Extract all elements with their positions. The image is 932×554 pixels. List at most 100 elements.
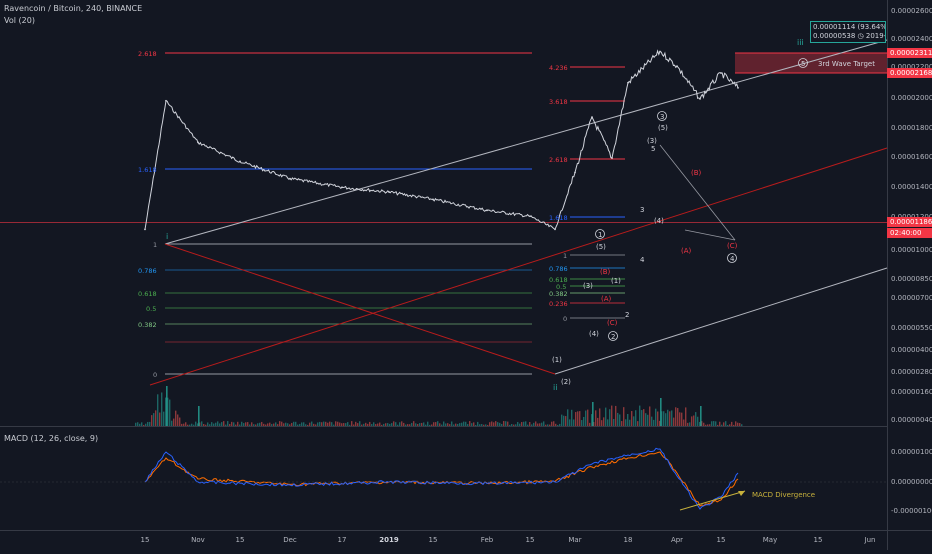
price-axis-label: 0.00000400 bbox=[891, 346, 932, 354]
volume-bar bbox=[715, 421, 717, 426]
volume-bar bbox=[545, 424, 547, 426]
volume-bar bbox=[647, 414, 649, 426]
wedge-lower-line bbox=[684, 229, 736, 241]
volume-bar bbox=[153, 413, 155, 426]
small-fib-label-0786: 0.786 bbox=[549, 265, 568, 273]
measure-info-box[interactable]: 0.00001114 (93.64%) 0.00000538 ◷ 2019-06… bbox=[810, 21, 886, 43]
volume-bar bbox=[547, 424, 549, 426]
price-axis-label: 0.00000850 bbox=[891, 275, 932, 283]
red-downtrend-line[interactable] bbox=[164, 243, 556, 375]
volume-bar bbox=[273, 423, 275, 426]
volume-bar bbox=[175, 410, 177, 426]
big-fib-label-2618: 2.618 bbox=[138, 50, 157, 58]
big-fib-label-0618: 0.618 bbox=[138, 290, 157, 298]
volume-bar bbox=[669, 411, 671, 426]
big-fib-levels bbox=[165, 52, 532, 375]
label-wave-2: 2 bbox=[611, 333, 615, 341]
volume-bar bbox=[435, 422, 437, 426]
symbol-title[interactable]: Ravencoin / Bitcoin, 240, BINANCE bbox=[4, 4, 143, 13]
time-axis-label: Feb bbox=[480, 536, 494, 544]
label-macd-divergence: MACD Divergence bbox=[752, 491, 815, 499]
volume-bar bbox=[717, 424, 719, 426]
volume-bar bbox=[369, 421, 371, 426]
volume-bar bbox=[511, 424, 513, 426]
label-wave-p3-top: (3) bbox=[647, 137, 657, 145]
volume-indicator-label[interactable]: Vol (20) bbox=[4, 16, 35, 25]
volume-bar bbox=[157, 394, 159, 426]
big-fib-label-1618: 1.618 bbox=[138, 166, 157, 174]
volume-bar bbox=[165, 397, 167, 426]
volume-bar bbox=[143, 424, 145, 426]
volume-bar bbox=[339, 422, 341, 426]
volume-bar bbox=[637, 421, 639, 426]
volume-bar bbox=[665, 413, 667, 426]
price-point bbox=[144, 228, 146, 231]
price-axis-label: 0.00001600 bbox=[891, 153, 932, 161]
volume-bar bbox=[587, 409, 589, 426]
macd-line[interactable] bbox=[144, 447, 739, 510]
volume-bar bbox=[619, 414, 621, 426]
volume-bar bbox=[223, 421, 225, 426]
volume-bar bbox=[249, 424, 251, 426]
volume-bar bbox=[351, 421, 353, 426]
volume-bar bbox=[289, 424, 291, 426]
volume-bar bbox=[721, 424, 723, 426]
volume-bar bbox=[135, 422, 137, 426]
volume-bar bbox=[595, 410, 597, 426]
volume-bar bbox=[321, 422, 323, 426]
volume-bar bbox=[399, 422, 401, 426]
volume-bar bbox=[461, 422, 463, 426]
macd-axis-label: -0.00000100 bbox=[891, 507, 932, 515]
upper-channel-line[interactable] bbox=[164, 39, 888, 245]
macd-axis-label: 0.00000000 bbox=[891, 478, 932, 486]
volume-bar bbox=[325, 421, 327, 426]
volume-bar bbox=[615, 405, 617, 426]
volume-bar bbox=[733, 424, 735, 426]
volume-bar bbox=[145, 423, 147, 426]
volume-bar bbox=[213, 423, 215, 426]
volume-bar bbox=[291, 422, 293, 426]
volume-bar bbox=[365, 422, 367, 426]
volume-bar bbox=[295, 421, 297, 426]
small-fib-label-3618: 3.618 bbox=[549, 98, 568, 106]
volume-bar bbox=[173, 418, 175, 426]
volume-spike bbox=[592, 402, 594, 426]
volume-bar bbox=[731, 421, 733, 426]
volume-bar bbox=[187, 424, 189, 426]
price-point bbox=[165, 99, 167, 102]
volume-bar bbox=[515, 424, 517, 426]
price-line[interactable] bbox=[144, 49, 739, 231]
time-axis-label: 15 bbox=[813, 536, 823, 544]
label-wave-i: i bbox=[166, 232, 168, 241]
volume-bar bbox=[551, 421, 553, 426]
lower-channel-line[interactable] bbox=[554, 267, 888, 375]
volume-bar bbox=[185, 422, 187, 426]
volume-bar bbox=[693, 415, 695, 426]
macd-signal-line[interactable] bbox=[144, 451, 739, 507]
volume-bar bbox=[701, 421, 703, 426]
volume-bar bbox=[299, 423, 301, 426]
volume-bar bbox=[341, 423, 343, 426]
big-fib-label-0: 0 bbox=[153, 371, 157, 379]
red-uptrend-line[interactable] bbox=[149, 147, 888, 386]
volume-bar bbox=[643, 409, 645, 426]
price-axis-label: 0.00000160 bbox=[891, 388, 932, 396]
target-zone[interactable] bbox=[735, 53, 887, 73]
volume-bar bbox=[501, 423, 503, 426]
price-tag-countdown: 02:40:00 bbox=[887, 228, 932, 238]
macd-indicator-label[interactable]: MACD (12, 26, close, 9) bbox=[4, 434, 99, 443]
volume-bar bbox=[305, 424, 307, 426]
volume-bar bbox=[227, 421, 229, 426]
volume-bar bbox=[243, 423, 245, 426]
time-axis-label: May bbox=[762, 536, 778, 544]
volume-bar bbox=[161, 392, 163, 426]
volume-bar bbox=[347, 422, 349, 426]
volume-bar bbox=[189, 424, 191, 426]
volume-bar bbox=[695, 412, 697, 426]
volume-bar bbox=[345, 423, 347, 426]
volume-bar bbox=[265, 424, 267, 426]
volume-bar bbox=[529, 422, 531, 426]
volume-bar bbox=[679, 412, 681, 426]
